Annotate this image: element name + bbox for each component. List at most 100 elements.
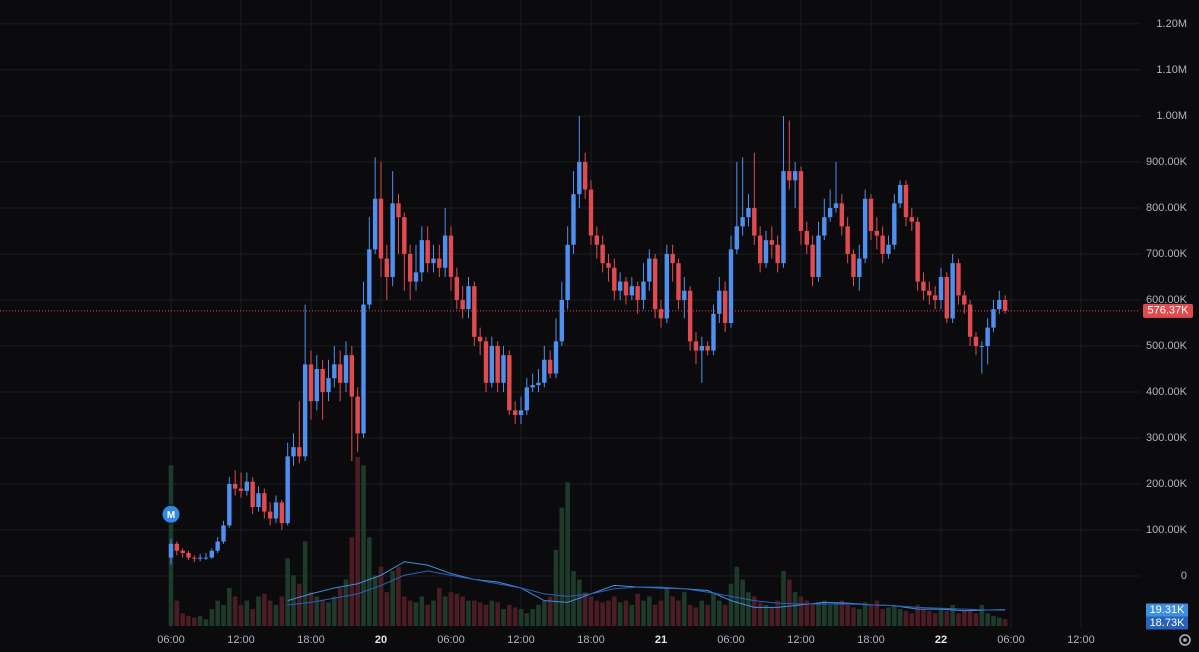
volume-bar	[851, 607, 856, 626]
volume-bar	[781, 571, 786, 626]
candle-body	[192, 557, 197, 559]
x-tick-label: 06:00	[997, 634, 1025, 646]
candle-body	[512, 410, 518, 415]
candle-body	[367, 249, 372, 305]
candle-body	[197, 557, 203, 559]
candle-body	[880, 235, 885, 254]
volume-bar	[623, 600, 629, 626]
y-tick-label: 0	[1181, 570, 1187, 582]
y-tick-label: 800.00K	[1146, 202, 1188, 214]
volume-bar	[798, 596, 804, 626]
candle-body	[997, 299, 1002, 310]
volume-bar	[209, 609, 215, 626]
candle-body	[547, 359, 553, 374]
volume-bar	[267, 600, 273, 626]
candle-body	[979, 345, 985, 347]
candle-body	[372, 198, 378, 250]
candle-body	[629, 286, 635, 296]
y-tick-label: 200.00K	[1146, 478, 1188, 490]
candle-body	[769, 240, 775, 245]
candle-body	[909, 217, 915, 222]
volume-bar	[355, 456, 360, 626]
volume-bar	[262, 593, 267, 626]
candle-body	[343, 355, 349, 383]
volume-bar	[880, 609, 885, 626]
volume-bar	[349, 537, 355, 626]
volume-bar	[530, 609, 535, 626]
candle-body	[868, 198, 874, 231]
candle-body	[483, 341, 489, 383]
candle-body	[378, 198, 384, 259]
candle-body	[810, 244, 815, 277]
candle-body	[693, 341, 699, 351]
volume-bar	[291, 575, 296, 626]
volume-bar	[909, 613, 915, 626]
candle-body	[816, 235, 821, 277]
candle-body	[320, 368, 325, 392]
gear-ring[interactable]	[1179, 634, 1191, 646]
candle-body	[180, 550, 185, 554]
candle-body	[390, 203, 395, 277]
candle-body	[431, 258, 436, 264]
y-tick-label: 500.00K	[1146, 340, 1188, 352]
candle-body	[804, 230, 810, 245]
candle-body	[728, 249, 734, 323]
x-tick-label: 21	[655, 634, 667, 646]
candle-body	[927, 290, 932, 296]
candle-body	[489, 345, 495, 383]
settings-icon[interactable]	[1179, 634, 1191, 646]
gear-hub[interactable]	[1183, 638, 1187, 642]
candle-body	[291, 447, 296, 457]
candle-body	[495, 345, 500, 383]
volume-bar	[425, 604, 430, 626]
candle-body	[897, 184, 903, 204]
candle-body	[227, 483, 232, 526]
event-marker-label: M	[167, 510, 175, 521]
volume-bar	[921, 609, 926, 626]
volume-bar	[192, 617, 197, 626]
candle-body	[676, 263, 681, 300]
candle-body	[297, 447, 302, 457]
candle-body	[413, 272, 419, 282]
candle-body	[460, 299, 465, 310]
candle-body	[938, 276, 944, 300]
candle-body	[612, 267, 617, 291]
candle-body	[682, 290, 687, 300]
candle-body	[437, 258, 442, 268]
volume-bar	[962, 610, 967, 626]
volume-bar	[256, 596, 261, 626]
volume-bar	[407, 600, 413, 626]
candle-body	[279, 502, 285, 524]
candle-body	[553, 341, 559, 374]
candle-body	[705, 345, 710, 351]
volume-bar	[833, 602, 839, 626]
candle-body	[734, 226, 740, 250]
candle-body	[524, 387, 530, 411]
volume-bar	[892, 604, 897, 626]
x-tick-label: 12:00	[787, 634, 815, 646]
volume-bar	[862, 602, 868, 626]
candle-body	[577, 161, 582, 195]
volume-bar	[320, 600, 325, 626]
candle-body	[717, 290, 722, 314]
volume-bar	[378, 566, 384, 626]
volume-bar	[652, 604, 658, 626]
x-tick-label: 18:00	[857, 634, 885, 646]
volume-bar	[518, 609, 524, 626]
candle-body	[232, 483, 238, 489]
candle-body	[886, 244, 891, 254]
volume-bar	[804, 600, 810, 626]
volume-bar	[390, 571, 395, 626]
candle-body	[203, 557, 209, 559]
volume-bar	[437, 587, 442, 626]
volume-bar	[238, 604, 244, 626]
volume-bar	[903, 610, 909, 626]
candle-body	[477, 336, 483, 342]
volume-bar	[588, 596, 594, 626]
candle-body	[174, 543, 180, 551]
candle-body	[466, 286, 471, 310]
volume-bar	[477, 602, 483, 626]
volume-bar	[915, 604, 920, 626]
candle-body	[746, 207, 751, 218]
volume-bar	[973, 613, 979, 626]
